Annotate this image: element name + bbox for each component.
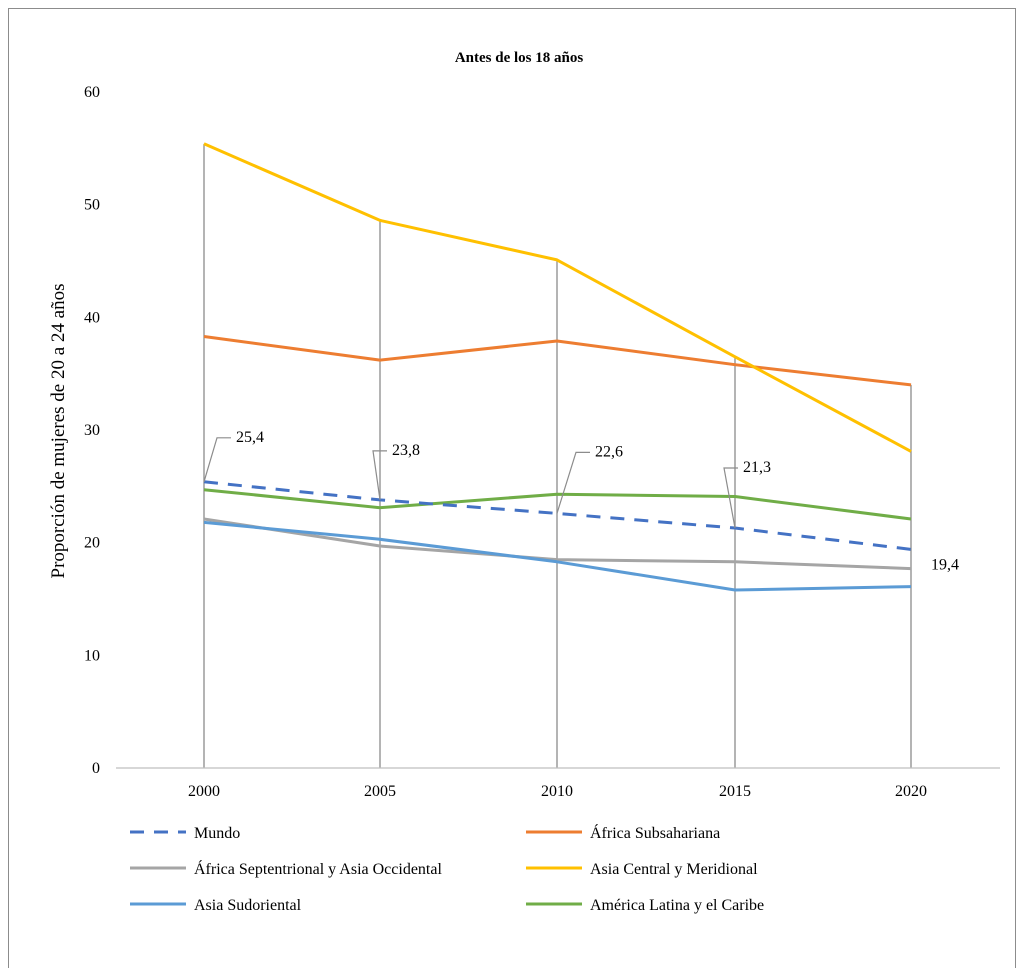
data-label: 23,8 xyxy=(392,442,420,459)
y-tick-label: 60 xyxy=(84,84,100,101)
data-label-leader xyxy=(723,467,738,529)
x-tick-label: 2020 xyxy=(895,783,927,800)
y-tick-label: 10 xyxy=(84,647,100,664)
x-tick-label: 2000 xyxy=(188,783,220,800)
y-tick-label: 30 xyxy=(84,422,100,439)
legend-label: África Subsahariana xyxy=(590,823,720,842)
x-tick-label: 2005 xyxy=(364,783,396,800)
data-label-leader xyxy=(556,451,590,514)
x-tick-label: 2010 xyxy=(541,783,573,800)
y-tick-label: 20 xyxy=(84,535,100,552)
legend-label: América Latina y el Caribe xyxy=(590,897,764,914)
series-line xyxy=(203,517,912,571)
legend-label: Asia Sudoriental xyxy=(194,897,302,914)
data-label-leader xyxy=(203,437,231,482)
data-label: 22,6 xyxy=(595,443,623,460)
series-line xyxy=(203,335,912,387)
series-line xyxy=(203,520,912,592)
y-axis-label: Proporción de mujeres de 20 a 24 años xyxy=(48,284,69,579)
data-label: 25,4 xyxy=(236,429,264,446)
y-tick-label: 0 xyxy=(92,760,100,777)
y-tick-label: 50 xyxy=(84,197,100,214)
x-tick-label: 2015 xyxy=(719,783,751,800)
series-line xyxy=(203,488,912,521)
data-label-leader xyxy=(372,450,387,500)
data-label: 21,3 xyxy=(743,459,771,476)
legend-label: Mundo xyxy=(194,825,240,842)
chart-title: Antes de los 18 años xyxy=(455,50,584,66)
series-line xyxy=(203,142,912,453)
chart-frame xyxy=(8,8,1016,968)
data-label: 19,4 xyxy=(931,556,959,573)
legend-label: Asia Central y Meridional xyxy=(590,861,758,878)
y-tick-label: 40 xyxy=(84,309,100,326)
legend-label: África Septentrional y Asia Occidental xyxy=(194,859,442,878)
